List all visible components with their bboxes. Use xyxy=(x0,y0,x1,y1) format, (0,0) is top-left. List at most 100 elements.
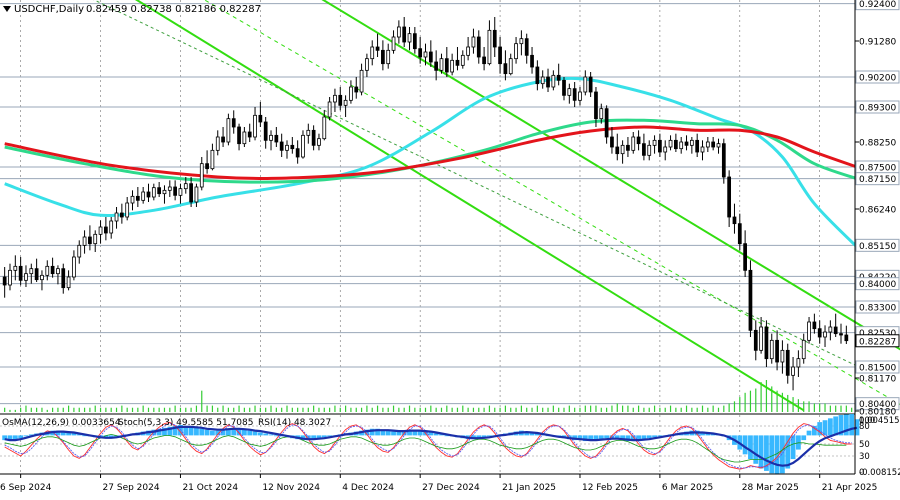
date-label: 27 Sep 2024 xyxy=(103,483,160,493)
candle-body-bull xyxy=(269,134,273,141)
candle-body-bull xyxy=(519,38,524,45)
osma-bar xyxy=(391,431,396,436)
candle xyxy=(412,27,417,54)
osma-bar xyxy=(652,435,657,438)
candle-body-bear xyxy=(381,49,385,65)
candle-body-bear xyxy=(556,74,561,81)
osma-bar xyxy=(263,433,269,436)
candle xyxy=(610,127,614,154)
candle xyxy=(205,150,209,174)
osma-bar xyxy=(268,434,274,436)
osma-bar xyxy=(753,435,759,464)
candle-body-bear xyxy=(636,136,641,145)
candle xyxy=(508,53,513,76)
candle-body-bull xyxy=(56,268,60,275)
dropdown-arrow-icon[interactable] xyxy=(3,6,11,12)
osma-bar xyxy=(12,435,18,441)
osma-bar xyxy=(241,429,247,436)
candle xyxy=(93,230,98,252)
candle xyxy=(732,203,737,234)
candle xyxy=(578,87,582,106)
osma-bar xyxy=(210,430,215,436)
candle-body-bull xyxy=(242,131,247,145)
candle xyxy=(727,170,732,227)
candle xyxy=(333,88,337,112)
date-label: 21 Apr 2025 xyxy=(822,483,878,493)
candle xyxy=(407,27,412,51)
candle-body-bull xyxy=(466,46,470,56)
candle xyxy=(2,267,7,298)
candle-body-bull xyxy=(796,358,801,368)
candle xyxy=(540,70,545,89)
candle-body-bull xyxy=(141,191,146,201)
candle xyxy=(423,43,428,66)
candle-body-bull xyxy=(828,326,833,333)
candle xyxy=(769,333,774,364)
candle-body-bull xyxy=(780,349,785,363)
candle xyxy=(604,105,609,144)
candle-body-bear xyxy=(812,321,817,330)
price-label-text: 0.89300 xyxy=(859,104,896,114)
date-label: 21 Oct 2024 xyxy=(182,483,238,493)
candle xyxy=(322,110,327,141)
candle-body-bear xyxy=(237,126,241,145)
candle xyxy=(567,83,572,104)
candle xyxy=(306,123,311,144)
osma-bar xyxy=(194,427,199,436)
osma-bar xyxy=(167,426,173,436)
candle-body-bull xyxy=(652,139,657,146)
candle xyxy=(285,140,289,159)
candle xyxy=(386,43,391,69)
osma-bar xyxy=(614,435,620,440)
level-price-box xyxy=(855,0,900,11)
candle-body-bull xyxy=(125,202,130,218)
candle xyxy=(833,313,838,337)
candle-body-bull xyxy=(423,51,428,58)
osma-bar xyxy=(199,428,205,436)
candle xyxy=(551,70,556,91)
candle-body-bear xyxy=(594,91,598,120)
osma-bar xyxy=(82,435,87,437)
osma-bar xyxy=(843,414,849,436)
candle-body-bear xyxy=(279,141,284,151)
candle xyxy=(476,30,481,64)
candle-body-bull xyxy=(45,265,50,276)
level-price-box xyxy=(855,172,900,186)
candle xyxy=(183,177,188,194)
candle-body-bull xyxy=(29,268,34,275)
price-label-text: 0.84000 xyxy=(859,280,896,290)
candle xyxy=(418,37,423,64)
candle-body-bear xyxy=(562,79,566,96)
candle-body-bull xyxy=(487,29,492,65)
date-label: 12 Feb 2025 xyxy=(582,483,638,493)
price-label-text: 0.90200 xyxy=(859,74,896,84)
osma-bar xyxy=(204,429,210,436)
candle-body-bull xyxy=(183,183,188,190)
price-label: 0.89300 xyxy=(855,100,900,114)
candle xyxy=(269,130,273,151)
candle xyxy=(668,135,673,151)
candle xyxy=(775,330,779,371)
candle xyxy=(498,37,502,74)
ma-red-line xyxy=(4,125,858,180)
candle xyxy=(753,320,758,361)
candle-body-bear xyxy=(61,268,66,289)
candle xyxy=(354,77,359,99)
date-label: 6 Mar 2025 xyxy=(662,483,713,493)
candle xyxy=(173,180,177,201)
candle-body-bull xyxy=(386,49,391,65)
price-label-text: 0.81500 xyxy=(859,364,896,374)
osma-bar xyxy=(785,435,791,469)
candle-body-bull xyxy=(689,139,694,146)
candle-body-bull xyxy=(791,366,795,376)
candle xyxy=(98,220,103,244)
candle-body-bear xyxy=(684,141,689,146)
candle xyxy=(562,77,566,101)
candle xyxy=(844,325,849,344)
candle xyxy=(114,207,119,229)
candle xyxy=(428,40,433,67)
osma-bar xyxy=(529,432,535,436)
indicator-header: OsMA(12,26,9) 0.0033654 Stoch(5,3,3) 49.… xyxy=(2,418,331,428)
